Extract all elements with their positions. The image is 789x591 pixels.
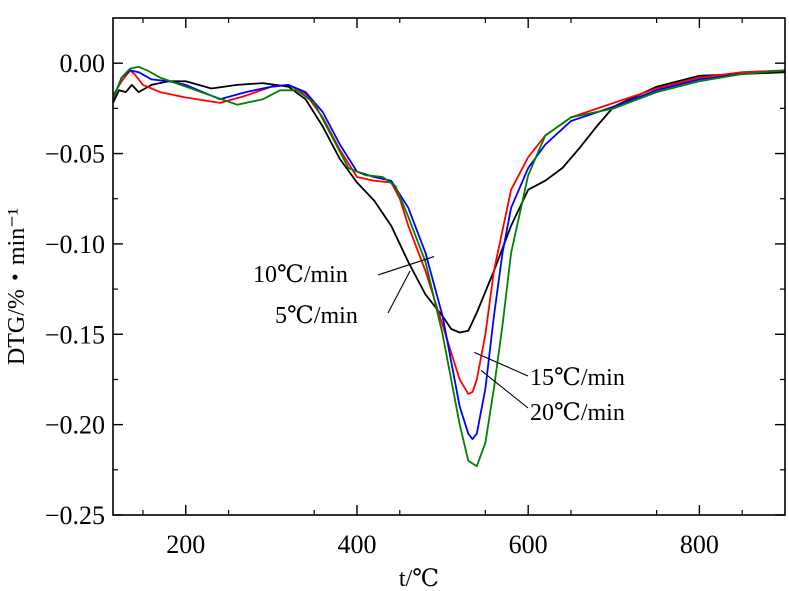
y-tick-label: −0.15 bbox=[45, 320, 105, 349]
annotation-leader bbox=[387, 270, 411, 314]
series-line-20-min bbox=[112, 65, 786, 468]
annotation-leader bbox=[474, 351, 529, 377]
annotation-label: 10℃/min bbox=[253, 262, 348, 288]
annotation-label: 20℃/min bbox=[530, 400, 625, 426]
series-line-5-min bbox=[112, 71, 786, 334]
y-tick-label: −0.20 bbox=[45, 411, 105, 440]
series-layer bbox=[112, 65, 786, 468]
x-tick-label: 800 bbox=[680, 530, 719, 559]
y-tick-label: −0.10 bbox=[45, 230, 105, 259]
y-tick-label: −0.05 bbox=[45, 140, 105, 169]
y-tick-label: −0.25 bbox=[45, 501, 105, 530]
y-axis-title: DTG/%・min⁻¹ bbox=[4, 208, 30, 365]
x-tick-label: 600 bbox=[509, 530, 548, 559]
x-tick-label: 200 bbox=[166, 530, 205, 559]
annotation-leader bbox=[480, 369, 529, 409]
annotation-label: 15℃/min bbox=[530, 365, 625, 391]
series-line-15-min bbox=[112, 69, 786, 441]
x-tick-label: 400 bbox=[337, 530, 376, 559]
plot-frame bbox=[112, 17, 786, 516]
annotation-layer: 10℃/min 5℃/min 15℃/min 20℃/min bbox=[253, 256, 625, 426]
y-tick-label: 0.00 bbox=[60, 49, 106, 78]
x-axis-title: t/℃ bbox=[399, 566, 439, 591]
annotation-leader bbox=[377, 256, 435, 276]
ticks-layer: 200 400 600 800 0.00 −0.05 −0.10 −0.15 −0.20 −0.2… bbox=[45, 18, 785, 559]
annotation-label: 5℃/min bbox=[275, 303, 358, 329]
